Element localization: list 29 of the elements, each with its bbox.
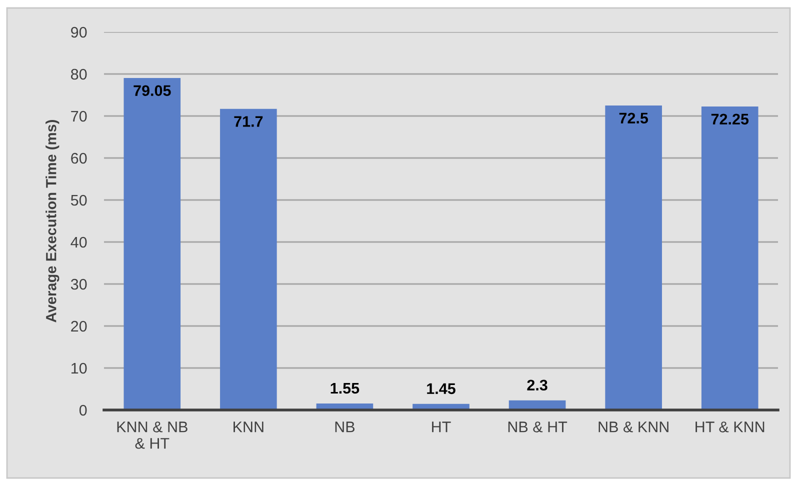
bar — [701, 106, 758, 410]
y-tick-label: 70 — [71, 110, 87, 122]
y-tick-label: 40 — [70, 236, 87, 248]
data-label: 1.45 — [427, 383, 456, 394]
y-tick-label: 0 — [79, 404, 87, 416]
y-axis-title: Average Execution Time (ms) — [46, 120, 60, 322]
x-tick-label: NB — [335, 422, 355, 432]
data-label: 2.3 — [527, 380, 548, 391]
x-tick-label: KNN — [234, 422, 264, 432]
bar — [605, 106, 662, 410]
data-label: 72.25 — [711, 114, 749, 125]
bar — [124, 78, 181, 410]
x-tick-label: HT — [432, 422, 451, 432]
data-label: 72.5 — [619, 112, 648, 124]
x-tick-label: NB & KNN — [598, 422, 668, 432]
y-tick-label: 50 — [70, 194, 87, 206]
y-tick-label: 20 — [71, 320, 87, 332]
y-tick-label: 90 — [71, 26, 87, 38]
y-tick-label: 10 — [72, 362, 87, 374]
data-label: 71.7 — [234, 116, 263, 127]
y-tick-label: 60 — [71, 152, 87, 164]
data-label: 79.05 — [134, 85, 171, 96]
x-tick-label: NB & HT — [508, 422, 568, 432]
data-label: 1.55 — [330, 383, 360, 394]
x-tick-label: HT & KNN — [696, 422, 764, 432]
x-tick-label: KNN & NB & HT — [117, 422, 188, 449]
bar — [220, 108, 277, 410]
y-tick-label: 80 — [71, 68, 87, 80]
y-tick-label: 30 — [70, 278, 87, 290]
